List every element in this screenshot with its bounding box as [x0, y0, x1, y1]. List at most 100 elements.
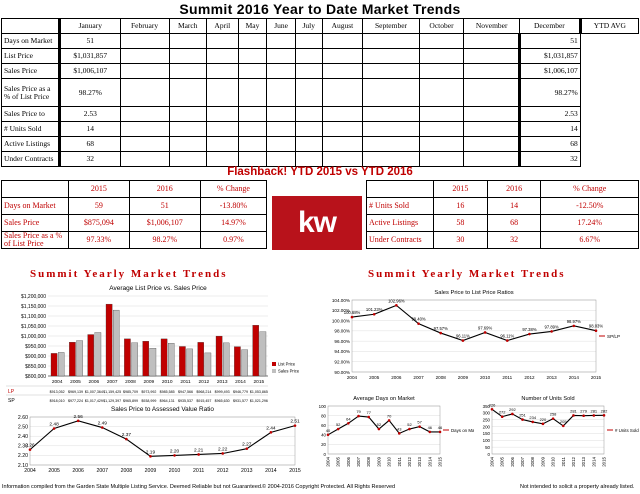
column-header: March: [168, 18, 207, 34]
x-tick-label: 2011: [502, 375, 512, 380]
data-point: [418, 425, 421, 428]
x-tick-label: 2010: [551, 456, 556, 466]
value-2015: 16: [433, 197, 488, 215]
data-point: [528, 332, 531, 336]
x-tick-label: 2011: [193, 468, 204, 474]
data-point: [269, 431, 273, 434]
y-tick-label: 2.10: [18, 463, 28, 469]
list-vs-sales-price-chart: Average List Price vs. Sales Price $800,0…: [6, 285, 300, 404]
empty-month-cell: [321, 106, 364, 122]
data-table-cell: $977,224: [68, 399, 83, 403]
row-label: Active Listings: [366, 214, 434, 232]
bar: [204, 352, 212, 377]
chart-title: Sales Price to List Price Ratios: [434, 290, 513, 296]
column-header: August: [321, 18, 364, 34]
data-point: [395, 304, 398, 307]
data-label: 40: [326, 428, 331, 433]
empty-month-cell: [362, 121, 420, 137]
x-tick-label: 2008: [125, 379, 136, 385]
value-2015: 30: [433, 231, 488, 249]
y-tick-label: 104.00%: [332, 298, 350, 303]
kw-logo: kw: [272, 196, 362, 250]
x-tick-label: 2011: [180, 379, 191, 385]
right-section-title: Summit Yearly Market Trends: [368, 268, 566, 280]
empty-month-cell: [237, 136, 268, 152]
data-label: 64: [346, 416, 351, 421]
data-point: [428, 430, 432, 434]
data-label: 98.03%: [589, 324, 603, 329]
data-point: [572, 324, 576, 328]
data-table-key: LP: [8, 389, 15, 395]
empty-month-cell: [362, 136, 420, 152]
ytd-avg-value: 51: [519, 33, 581, 49]
row-label: Sales Price to: [1, 106, 61, 122]
y-tick-label: $1,150,000: [21, 304, 46, 310]
x-tick-label: 2009: [376, 456, 381, 466]
data-point: [511, 412, 514, 416]
x-tick-label: 2006: [72, 468, 84, 474]
ytd-avg-value: 32: [519, 151, 581, 167]
data-label: 2.44: [266, 425, 276, 431]
empty-month-cell: [362, 63, 420, 79]
empty-month-cell: [294, 63, 323, 79]
x-tick-label: 2015: [438, 456, 443, 466]
kw-logo-text: kw: [297, 206, 337, 239]
x-tick-label: 2005: [500, 456, 505, 466]
empty-month-cell: [294, 121, 323, 137]
x-tick-label: 2010: [387, 456, 392, 466]
empty-month-cell: [237, 151, 268, 167]
y-tick-label: 2.30: [18, 444, 28, 450]
y-tick-label: $900,000: [25, 354, 46, 360]
data-label: 101.23%: [366, 307, 383, 312]
x-tick-label: 2014: [235, 379, 246, 385]
y-tick-label: 90.00%: [334, 370, 350, 375]
data-label: 2.19: [146, 449, 156, 455]
row-label: Days on Market: [1, 33, 61, 49]
data-point: [531, 420, 535, 424]
data-point: [293, 424, 297, 427]
bar: [58, 352, 65, 377]
bar: [69, 342, 76, 377]
x-tick-label: 2006: [391, 375, 402, 380]
empty-month-cell: [463, 78, 522, 107]
empty-month-cell: [119, 121, 170, 137]
data-label: 43: [397, 426, 402, 431]
footer-copyright: © 2004-2016 Copyright Protected. All Rig…: [262, 484, 396, 490]
x-tick-label: 2012: [198, 379, 209, 385]
data-point: [490, 407, 494, 411]
legend-swatch: [272, 362, 276, 366]
empty-month-cell: [294, 33, 323, 49]
legend-label: List Price: [278, 362, 296, 367]
empty-month-cell: [237, 33, 268, 49]
bar: [179, 346, 186, 377]
x-tick-label: 2005: [369, 375, 380, 380]
y-tick-label: $850,000: [25, 364, 46, 370]
y-tick-label: $800,000: [25, 374, 46, 380]
table-row: # Units Sold 16 14 -12.50%: [366, 197, 639, 215]
y-tick-label: $1,100,000: [21, 314, 46, 320]
x-tick-label: 2008: [366, 456, 371, 466]
empty-month-cell: [168, 78, 207, 107]
data-table-cell: $931,577: [233, 399, 248, 403]
table-row: Active Listings 58 68 17.24%: [366, 214, 639, 232]
data-table-cell: $968,214: [196, 390, 211, 394]
percent-change: 14.97%: [199, 214, 268, 232]
x-tick-label: 2009: [458, 375, 469, 380]
data-label: 79: [356, 409, 361, 414]
data-label: 70: [387, 413, 392, 418]
data-label: 52: [407, 422, 412, 427]
empty-month-cell: [266, 48, 296, 64]
bar: [131, 342, 138, 377]
x-tick-label: 2009: [145, 468, 157, 474]
y-tick-label: $1,050,000: [21, 324, 46, 330]
x-tick-label: 2010: [169, 468, 181, 474]
data-point: [357, 414, 360, 418]
legend-label: SP/LP: [607, 334, 620, 339]
sales-price-assessed-value-chart: Sales Price to Assessed Value Ratio2.102…: [18, 406, 301, 474]
empty-month-cell: [463, 151, 522, 167]
y-tick-label: $950,000: [25, 344, 46, 350]
empty-month-cell: [237, 48, 268, 64]
flashback-left-table: 2015 2016% Change Days on Market 59 51 -13.8…: [1, 180, 268, 249]
empty-month-cell: [362, 151, 420, 167]
y-tick-label: 2.50: [18, 424, 28, 430]
